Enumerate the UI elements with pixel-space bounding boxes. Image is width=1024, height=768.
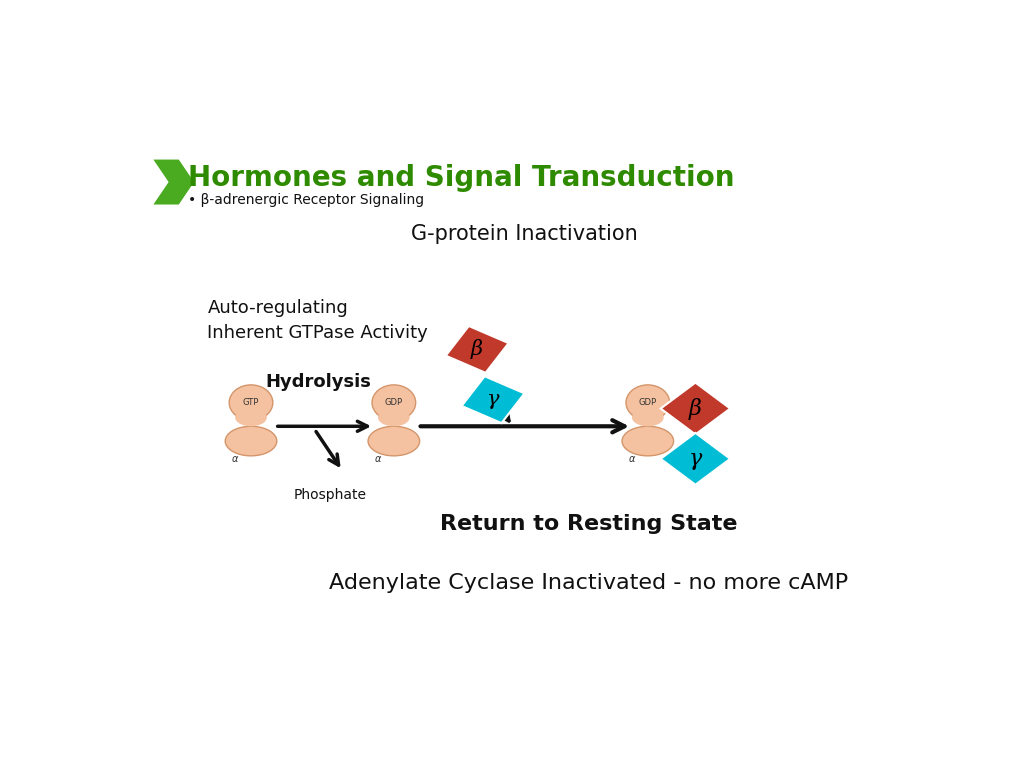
- Ellipse shape: [225, 426, 276, 456]
- Text: Return to Resting State: Return to Resting State: [439, 514, 737, 534]
- Text: α: α: [629, 454, 635, 464]
- Text: Auto-regulating
Inherent GTPase Activity: Auto-regulating Inherent GTPase Activity: [207, 299, 428, 342]
- Text: GDP: GDP: [385, 398, 402, 407]
- Ellipse shape: [626, 385, 670, 420]
- Polygon shape: [445, 326, 509, 372]
- Text: α: α: [232, 454, 239, 464]
- Polygon shape: [462, 376, 524, 423]
- Text: GTP: GTP: [243, 398, 259, 407]
- Text: β: β: [689, 398, 701, 419]
- Text: γ: γ: [689, 448, 702, 470]
- Ellipse shape: [372, 385, 416, 420]
- Text: Hydrolysis: Hydrolysis: [265, 373, 372, 391]
- Text: GDP: GDP: [639, 398, 656, 407]
- Text: β: β: [471, 339, 483, 359]
- Ellipse shape: [378, 409, 410, 426]
- Text: G-protein Inactivation: G-protein Inactivation: [412, 224, 638, 244]
- Ellipse shape: [236, 409, 267, 426]
- Text: Phosphate: Phosphate: [294, 488, 367, 502]
- Text: γ: γ: [486, 390, 500, 409]
- Ellipse shape: [229, 385, 272, 420]
- Ellipse shape: [632, 409, 664, 426]
- Text: Hormones and Signal Transduction: Hormones and Signal Transduction: [187, 164, 734, 192]
- Text: α: α: [375, 454, 381, 464]
- Ellipse shape: [622, 426, 674, 456]
- Polygon shape: [154, 160, 194, 204]
- Text: Adenylate Cyclase Inactivated - no more cAMP: Adenylate Cyclase Inactivated - no more …: [329, 573, 848, 593]
- Text: • β-adrenergic Receptor Signaling: • β-adrenergic Receptor Signaling: [187, 193, 424, 207]
- Polygon shape: [660, 382, 730, 435]
- Ellipse shape: [368, 426, 420, 456]
- Polygon shape: [660, 433, 730, 485]
